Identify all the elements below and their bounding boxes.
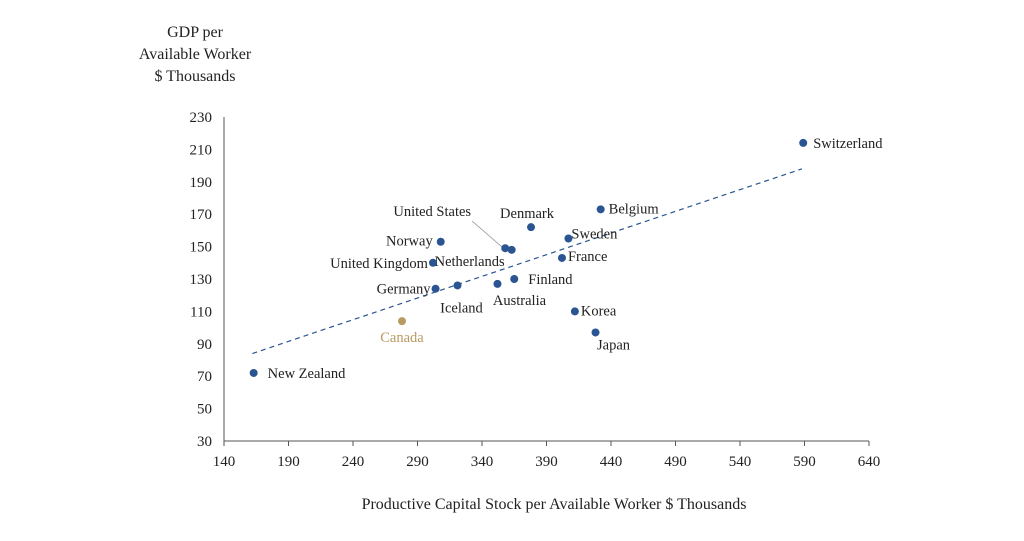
x-tick-label: 240 — [342, 454, 365, 470]
x-tick-label: 590 — [793, 454, 816, 470]
y-tick-label: 90 — [197, 337, 212, 353]
data-point — [428, 258, 437, 267]
x-tick-label: 440 — [600, 454, 623, 470]
y-axis-title: GDP per Available Worker $ Thousands — [130, 22, 260, 88]
data-label: Germany — [377, 282, 432, 298]
y-tick-label: 190 — [190, 175, 213, 191]
y-tick-label: 50 — [197, 402, 212, 418]
x-tick-label: 190 — [277, 454, 300, 470]
data-label: New Zealand — [268, 366, 346, 382]
data-label: Japan — [597, 337, 631, 353]
data-label: Switzerland — [813, 136, 883, 152]
y-tick-label: 210 — [190, 142, 213, 158]
data-point — [564, 234, 573, 243]
y-tick-label: 150 — [190, 240, 213, 256]
data-label: United States — [393, 204, 471, 220]
x-tick-label: 390 — [535, 454, 558, 470]
data-label: Iceland — [440, 300, 483, 316]
data-point — [398, 317, 407, 326]
y-tick-label: 170 — [190, 207, 213, 223]
data-point — [799, 138, 808, 147]
trend-line — [252, 168, 803, 355]
x-tick-label: 640 — [858, 454, 881, 470]
y-tick-label: 30 — [197, 434, 212, 450]
y-tick-label: 110 — [190, 304, 212, 320]
data-label: France — [568, 249, 607, 265]
data-label: Korea — [581, 303, 617, 319]
data-point — [501, 244, 510, 253]
data-label: Australia — [493, 293, 547, 309]
data-point — [527, 223, 536, 232]
data-label: Norway — [386, 234, 433, 250]
data-label: Belgium — [609, 201, 660, 217]
data-label: Sweden — [571, 227, 618, 243]
y-tick-label: 230 — [190, 110, 213, 126]
data-point — [453, 281, 462, 290]
data-point — [431, 284, 440, 293]
data-point — [249, 368, 258, 377]
data-point — [436, 237, 445, 246]
y-axis-title-line-1: GDP per — [167, 24, 223, 41]
x-tick-label: 140 — [213, 454, 236, 470]
x-tick-label: 540 — [729, 454, 752, 470]
x-tick-label: 340 — [471, 454, 494, 470]
data-label: Denmark — [500, 206, 555, 222]
data-label: United Kingdom — [330, 256, 429, 272]
data-label: Finland — [528, 272, 573, 288]
data-label: Netherlands — [435, 254, 505, 270]
x-tick-label: 290 — [406, 454, 429, 470]
data-point — [596, 205, 605, 214]
leader-line — [471, 220, 503, 248]
y-tick-label: 130 — [190, 272, 213, 288]
data-point — [493, 279, 502, 288]
data-point — [507, 245, 516, 254]
x-axis-title: Productive Capital Stock per Available W… — [361, 496, 747, 513]
y-axis-title-line-3: $ Thousands — [154, 68, 236, 85]
data-point — [570, 307, 579, 316]
data-label: Canada — [380, 330, 424, 346]
data-point — [557, 253, 566, 262]
y-tick-label: 70 — [197, 369, 212, 385]
y-axis-title-line-2: Available Worker — [138, 46, 252, 63]
data-point — [591, 328, 600, 337]
data-point — [510, 275, 519, 283]
x-tick-label: 490 — [664, 454, 687, 470]
